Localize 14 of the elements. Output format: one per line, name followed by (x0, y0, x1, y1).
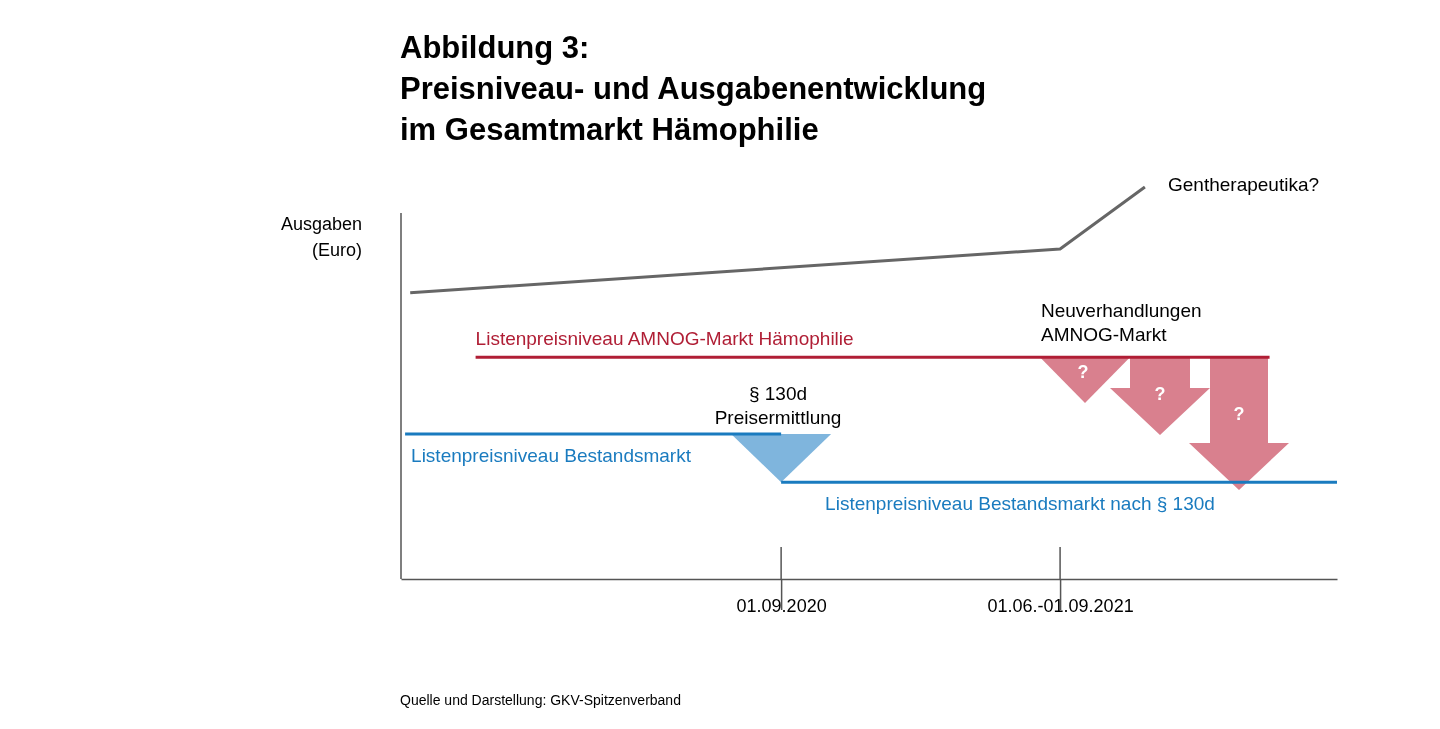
series-label: Listenpreisniveau Bestandsmarkt nach § 130d (825, 493, 1215, 515)
source-note: Quelle und Darstellung: GKV-Spitzenverband (400, 692, 681, 708)
annotation: Neuverhandlungen AMNOG-Markt (1041, 300, 1202, 345)
series-label: Listenpreisniveau Bestandsmarkt (411, 444, 692, 466)
annotation: ? (1077, 362, 1089, 382)
chart-title: Abbildung 3: Preisniveau- und Ausgabenentwicklung im Gesamtmarkt Hämophilie (400, 30, 987, 147)
x-tick-label: 01.09.2020 (736, 595, 827, 616)
x-tick-label: 01.06.-01.09.2021 (987, 595, 1134, 616)
annotation: § 130d Preisermittlung (714, 383, 842, 428)
annotation: ? (1233, 404, 1245, 424)
annotation: Gentherapeutika? (1168, 174, 1320, 195)
series-label: Listenpreisniveau AMNOG-Markt Hämophilie (475, 328, 854, 350)
y-axis-title: Ausgaben (Euro) (280, 214, 362, 260)
annotation: ? (1154, 384, 1166, 404)
